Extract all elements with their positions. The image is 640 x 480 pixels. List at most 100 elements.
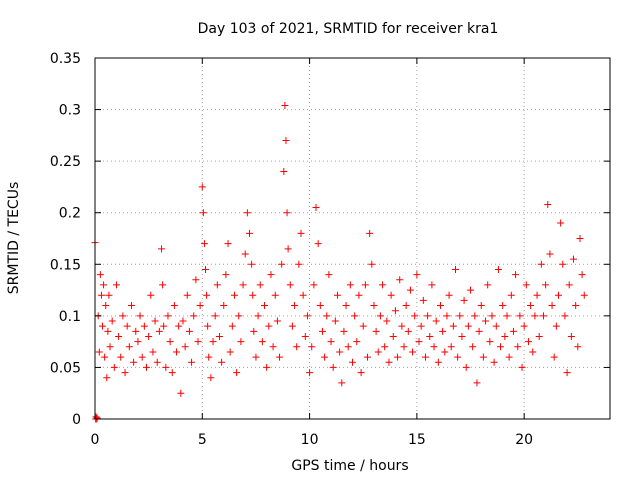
data-point [252, 353, 260, 361]
data-point [520, 322, 528, 330]
data-point [179, 317, 187, 325]
data-point [282, 137, 290, 145]
data-point [136, 312, 144, 320]
data-point [351, 312, 359, 320]
data-point [396, 276, 404, 284]
data-point [484, 281, 492, 289]
data-point [283, 209, 291, 217]
data-point [205, 353, 213, 361]
data-point [469, 343, 477, 351]
data-point [443, 312, 451, 320]
data-point [522, 281, 530, 289]
data-point [102, 302, 110, 310]
data-point [312, 204, 320, 212]
data-point [250, 327, 258, 335]
data-point [539, 312, 547, 320]
data-point [241, 250, 249, 258]
data-point [441, 348, 449, 356]
data-point [284, 245, 292, 253]
data-point [383, 317, 391, 325]
y-tick-label: 0.35 [50, 51, 81, 67]
data-point [151, 317, 159, 325]
data-point [220, 302, 228, 310]
data-point [117, 353, 125, 361]
data-point [333, 291, 341, 299]
data-point [200, 240, 208, 248]
data-point [293, 343, 301, 351]
data-point [166, 338, 174, 346]
data-point [557, 219, 565, 227]
data-point [198, 183, 206, 191]
data-point [103, 374, 111, 382]
data-point [445, 291, 453, 299]
data-point [265, 322, 273, 330]
grid-lines [95, 58, 610, 419]
data-point [228, 322, 236, 330]
data-point [143, 363, 150, 371]
data-point [376, 312, 384, 320]
data-point [505, 353, 513, 361]
data-point [325, 271, 333, 279]
data-point [353, 338, 361, 346]
data-point [546, 250, 554, 258]
data-point [230, 291, 238, 299]
data-point [100, 281, 108, 289]
data-point [503, 312, 511, 320]
data-point [430, 343, 438, 351]
data-point [108, 317, 116, 325]
data-point [464, 322, 472, 330]
data-point [346, 281, 354, 289]
data-point [110, 363, 118, 371]
data-point [134, 338, 142, 346]
data-point [295, 260, 303, 268]
data-point [552, 322, 560, 330]
data-point [299, 291, 307, 299]
data-point [439, 327, 447, 335]
data-point [105, 291, 113, 299]
data-point [533, 291, 541, 299]
y-axis-label: SRMTID / TECUs [6, 182, 22, 295]
data-point [269, 343, 277, 351]
data-point [567, 332, 575, 340]
data-point [447, 343, 455, 351]
axis-ticks [94, 57, 610, 420]
data-point [385, 358, 393, 366]
data-point [409, 348, 417, 356]
data-point [398, 322, 406, 330]
data-point [222, 271, 230, 279]
data-point [490, 358, 498, 366]
data-point [246, 229, 253, 237]
y-tick-label: 0.3 [59, 103, 81, 119]
data-point [366, 229, 374, 237]
data-point [411, 312, 419, 320]
data-point [99, 322, 107, 330]
data-point [276, 353, 284, 361]
data-point [482, 317, 490, 325]
data-point [572, 302, 580, 310]
data-point [112, 281, 120, 289]
data-point [570, 255, 578, 263]
data-point [535, 332, 543, 340]
tick-labels: 0 0.05 0.1 0.15 0.2 0.25 0.3 0.35 0 5 10 15 20 [50, 51, 533, 448]
data-point [243, 209, 251, 217]
data-point [400, 343, 408, 351]
data-point [194, 338, 202, 346]
data-point [475, 327, 483, 335]
data-point [258, 338, 266, 346]
chart-title: Day 103 of 2021, SRMTID for receiver kra… [198, 21, 499, 37]
data-point [467, 286, 475, 294]
data-points [91, 101, 588, 423]
data-point [368, 260, 376, 268]
data-point [196, 302, 204, 310]
data-point [580, 291, 588, 299]
data-point [419, 296, 427, 304]
data-point [349, 358, 356, 366]
data-point [301, 332, 309, 340]
data-point [462, 363, 470, 371]
y-tick-label: 0.25 [50, 154, 81, 170]
data-point [494, 265, 502, 273]
data-point [199, 209, 207, 217]
data-point [561, 312, 569, 320]
data-point [215, 332, 223, 340]
data-point [288, 322, 296, 330]
